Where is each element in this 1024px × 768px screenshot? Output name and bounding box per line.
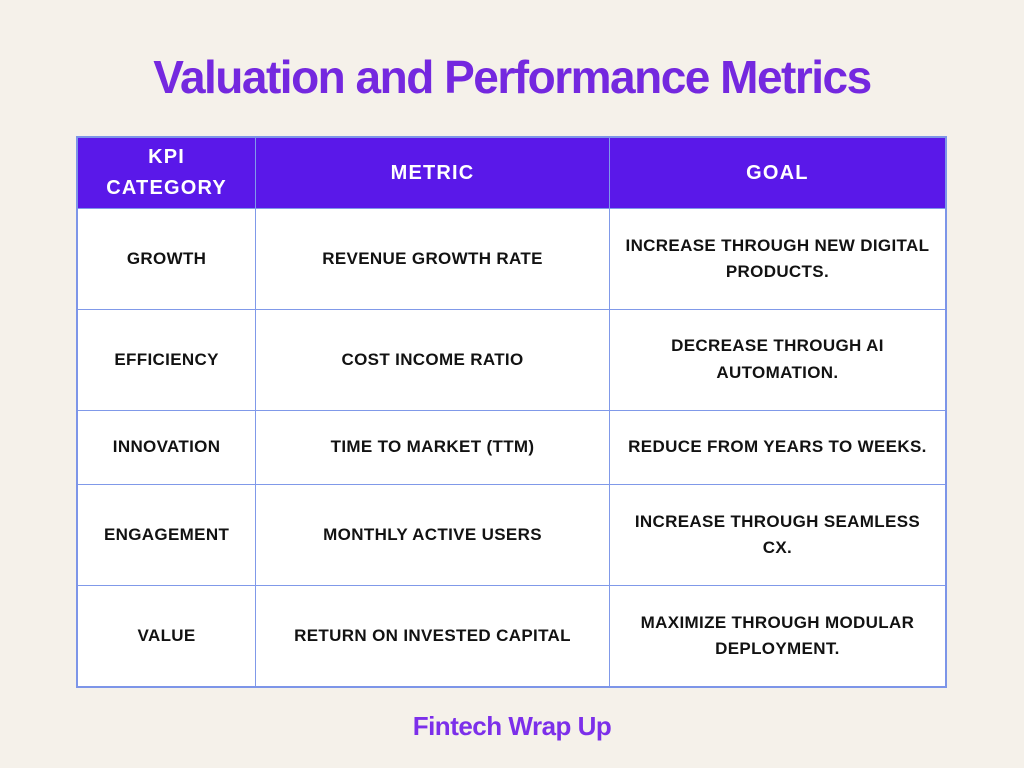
table-row: GROWTH REVENUE GROWTH RATE INCREASE THRO… [78,209,945,310]
column-header-goal: GOAL [609,138,945,209]
table-header-row: KPI CATEGORY METRIC GOAL [78,138,945,209]
cell-metric: REVENUE GROWTH RATE [256,209,610,310]
cell-metric: TIME TO MARKET (TTM) [256,410,610,486]
page-title: Valuation and Performance Metrics [153,51,872,103]
cell-metric: RETURN ON INVESTED CAPITAL [256,586,610,687]
cell-category: ENGAGEMENT [78,485,257,587]
cell-metric: MONTHLY ACTIVE USERS [256,485,610,587]
cell-category: EFFICIENCY [78,309,257,411]
table-row: VALUE RETURN ON INVESTED CAPITAL MAXIMIZ… [78,586,945,687]
cell-metric: COST INCOME RATIO [256,309,610,411]
column-header-kpi-category: KPI CATEGORY [78,138,257,209]
cell-category: GROWTH [78,209,257,310]
cell-goal: INCREASE THROUGH SEAMLESS CX. [609,485,945,587]
cell-goal: DECREASE THROUGH AI AUTOMATION. [609,309,945,411]
cell-category: INNOVATION [78,410,257,486]
cell-category: VALUE [78,586,257,687]
brand-footer: Fintech Wrap Up [412,711,612,741]
cell-goal: REDUCE FROM YEARS TO WEEKS. [609,410,945,486]
cell-goal: INCREASE THROUGH NEW DIGITAL PRODUCTS. [609,209,945,310]
table-row: INNOVATION TIME TO MARKET (TTM) REDUCE F… [78,410,945,486]
cell-goal: MAXIMIZE THROUGH MODULAR DEPLOYMENT. [609,586,945,687]
column-header-metric: METRIC [256,138,610,209]
kpi-metrics-table: KPI CATEGORY METRIC GOAL GROWTH REVENUE … [76,136,947,688]
table-row: ENGAGEMENT MONTHLY ACTIVE USERS INCREASE… [78,485,945,587]
table-row: EFFICIENCY COST INCOME RATIO DECREASE TH… [78,309,945,411]
